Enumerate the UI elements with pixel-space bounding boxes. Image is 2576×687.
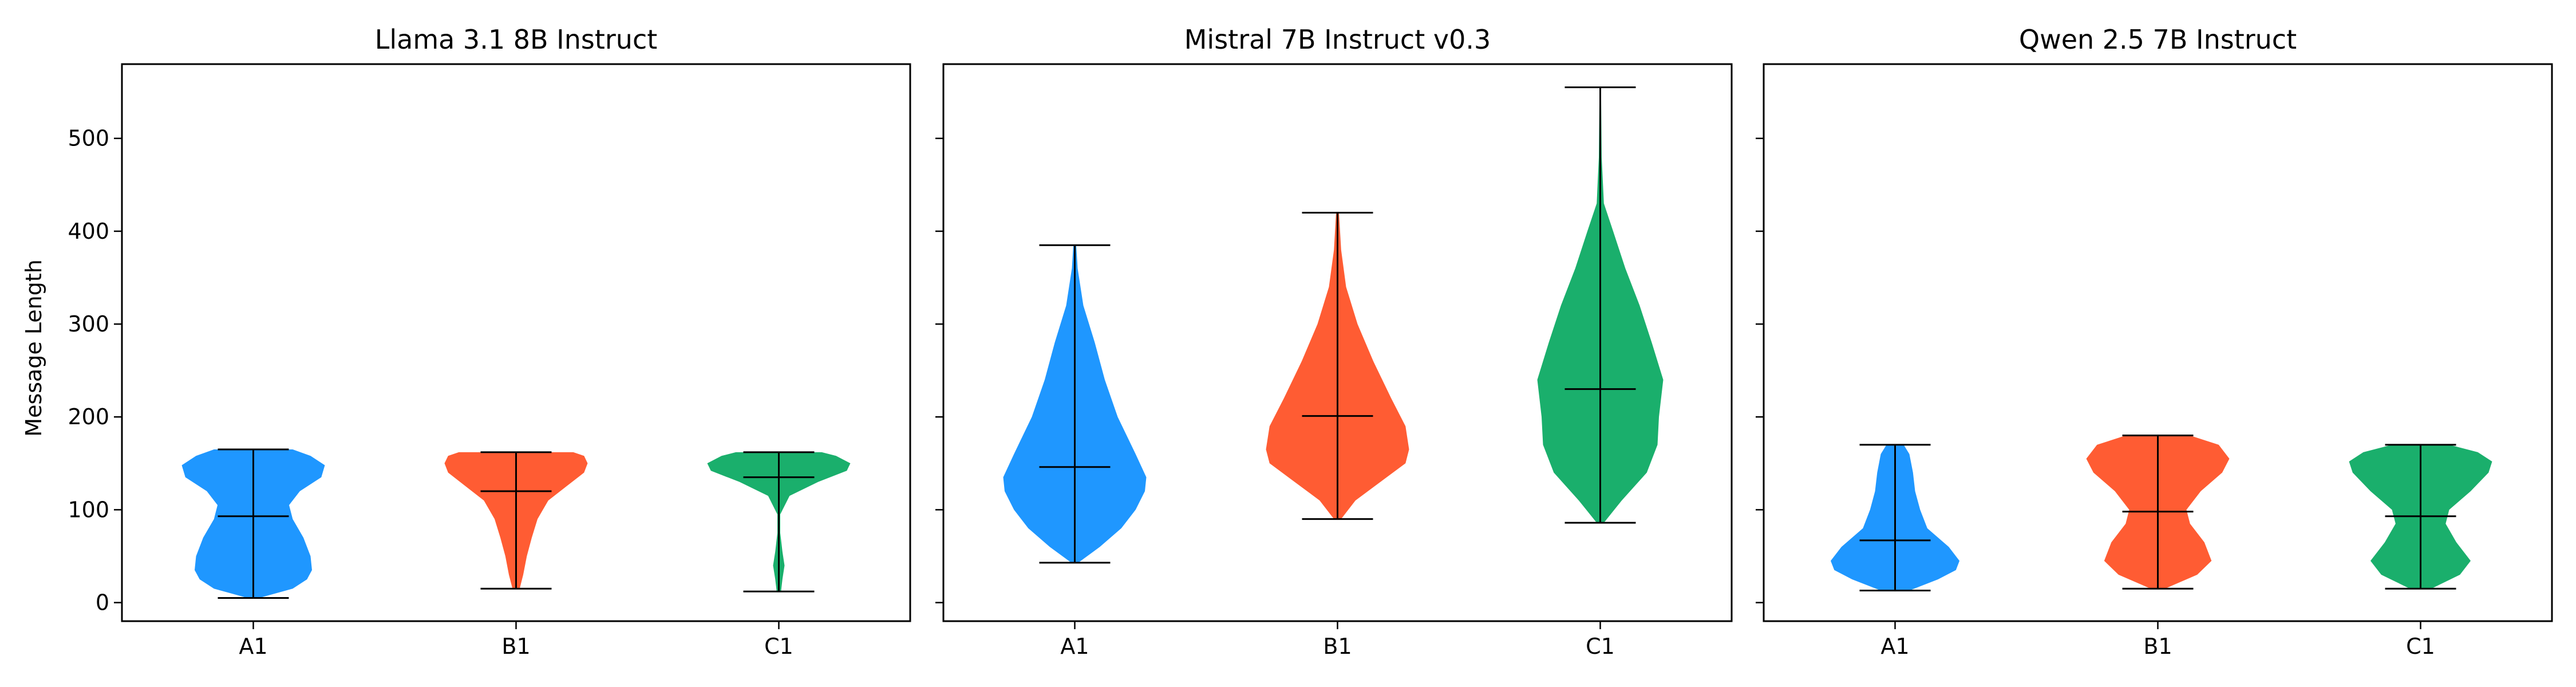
panel-title: Llama 3.1 8B Instruct bbox=[375, 24, 658, 55]
x-tick-label: B1 bbox=[2143, 634, 2172, 659]
x-tick-label: A1 bbox=[1880, 634, 1909, 659]
x-tick-label: A1 bbox=[239, 634, 267, 659]
panel-title: Mistral 7B Instruct v0.3 bbox=[1184, 24, 1491, 55]
y-tick-label: 400 bbox=[68, 219, 109, 244]
panel-frame bbox=[1763, 63, 2553, 622]
panel-3: A1 B1 C1 Qwen 2.5 7B Instruct bbox=[1756, 24, 2553, 659]
panel-2: A1 B1 C1 Mistral 7B Instruct v0.3 bbox=[935, 24, 1733, 659]
panel-title: Qwen 2.5 7B Instruct bbox=[2019, 24, 2297, 55]
y-tick-label: 200 bbox=[68, 404, 109, 429]
panels: 0 100 200 300 400 500 A1 B1 C1 Llama 3.1 8B Instr… bbox=[68, 24, 2553, 659]
y-tick-label: 500 bbox=[68, 126, 109, 151]
x-tick-label: C1 bbox=[2406, 634, 2435, 659]
panel-frame bbox=[942, 63, 1733, 622]
x-tick-label: C1 bbox=[1586, 634, 1615, 659]
x-tick-label: C1 bbox=[764, 634, 793, 659]
y-axis-label: Message Length bbox=[21, 259, 46, 437]
panel-1: 0 100 200 300 400 500 A1 B1 C1 Llama 3.1 8B Instr… bbox=[68, 24, 911, 659]
y-tick-label: 300 bbox=[68, 311, 109, 337]
x-tick-label: B1 bbox=[501, 634, 530, 659]
y-tick-label: 0 bbox=[96, 590, 109, 615]
panel-frame bbox=[121, 63, 911, 622]
x-tick-label: A1 bbox=[1060, 634, 1089, 659]
y-tick-label: 100 bbox=[68, 497, 109, 522]
x-tick-label: B1 bbox=[1323, 634, 1352, 659]
